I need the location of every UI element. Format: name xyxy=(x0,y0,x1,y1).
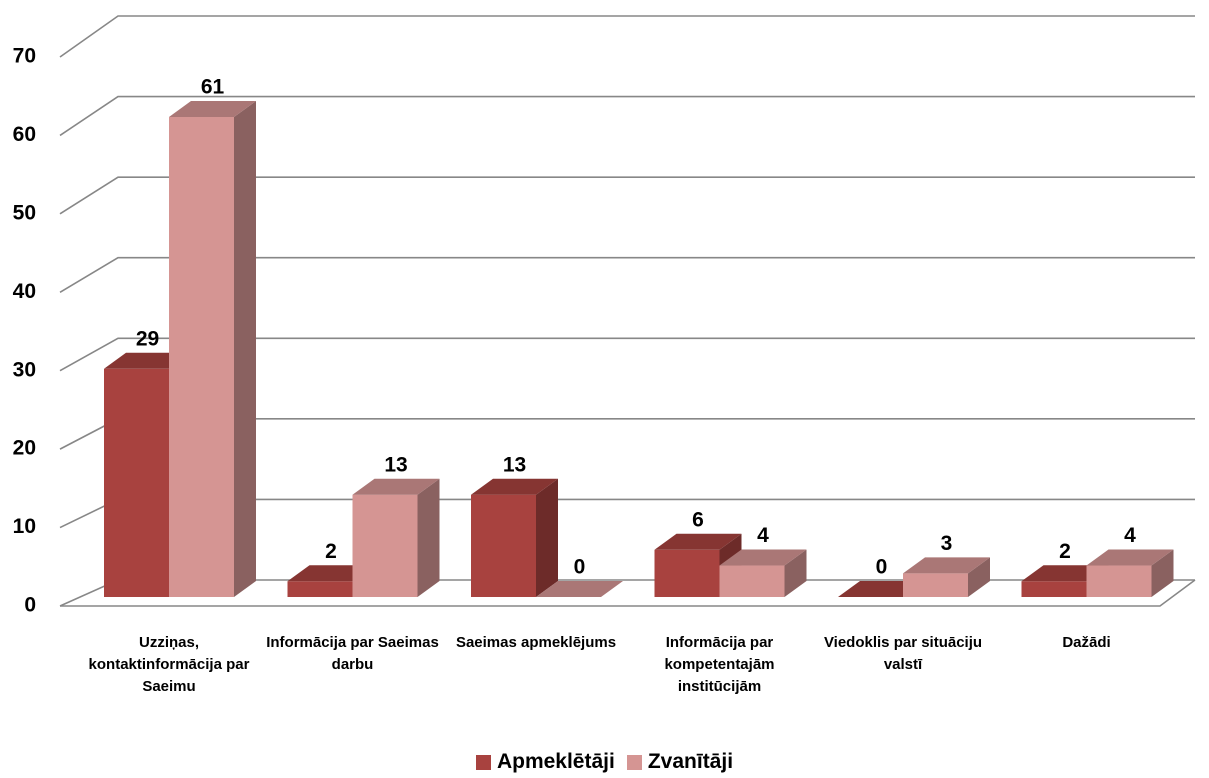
value-label: 2 xyxy=(1059,540,1071,563)
y-tick-label: 40 xyxy=(13,280,36,303)
value-label: 4 xyxy=(757,524,769,547)
bar-side xyxy=(968,557,990,597)
bar-front xyxy=(903,573,968,597)
bar-front xyxy=(719,565,785,597)
legend-item: Zvanītāji xyxy=(626,750,734,774)
bar-front xyxy=(1086,565,1152,597)
grid-line xyxy=(59,256,1195,293)
y-tick-label: 50 xyxy=(13,201,36,224)
bar-side xyxy=(784,549,807,597)
grid-line xyxy=(59,95,1195,137)
y-tick-label: 10 xyxy=(13,515,36,538)
bar-front xyxy=(471,494,536,597)
bar-top xyxy=(536,581,623,597)
bar-top xyxy=(654,533,742,550)
bar-side xyxy=(1151,549,1174,597)
legend-item: Apmeklētāji xyxy=(475,750,615,774)
legend-label: Zvanītāji xyxy=(647,750,734,773)
bar-top xyxy=(471,478,558,495)
value-label: 61 xyxy=(201,76,225,99)
bar-side xyxy=(234,101,256,597)
grid-line xyxy=(59,176,1195,215)
value-label: 6 xyxy=(692,508,704,531)
x-tick-label: Viedoklis par situāciju valstī xyxy=(823,634,983,673)
x-tick-label: Dažādi xyxy=(1062,634,1111,651)
value-label: 29 xyxy=(136,327,159,350)
bar-front xyxy=(169,117,234,597)
grid-line xyxy=(59,337,1195,372)
x-tick-label: Informācija par Saeimas darbu xyxy=(266,634,439,673)
legend-label: Apmeklētāji xyxy=(496,750,615,773)
floor xyxy=(60,579,1196,607)
bar-front xyxy=(287,581,353,597)
legend-swatch xyxy=(626,754,642,770)
bar-front xyxy=(104,368,169,597)
value-label: 0 xyxy=(574,556,586,579)
bar-top xyxy=(1086,549,1174,566)
legend: Apmeklētāji Zvanītāji xyxy=(0,750,1209,776)
value-label: 3 xyxy=(941,532,953,555)
y-tick-label: 60 xyxy=(13,123,36,146)
bar-front xyxy=(1021,581,1087,597)
y-tick-label: 0 xyxy=(24,594,36,617)
legend-swatch xyxy=(475,754,491,770)
x-tick-label: Saeimas apmeklējums xyxy=(455,634,617,651)
bar-top xyxy=(719,549,807,566)
value-label: 4 xyxy=(1124,524,1136,547)
bar-top xyxy=(169,101,256,117)
grid-line xyxy=(59,15,1195,58)
bar-front xyxy=(654,549,720,597)
value-label: 13 xyxy=(384,453,407,476)
y-tick-label: 70 xyxy=(13,45,36,68)
bar-top xyxy=(903,557,990,574)
y-tick-label: 30 xyxy=(13,358,36,381)
value-label: 2 xyxy=(325,540,337,563)
y-tick-label: 20 xyxy=(13,437,36,460)
x-tick-label: Informācija par kompetentajām institūcij… xyxy=(664,634,775,695)
bar-front xyxy=(352,494,418,597)
value-label: 13 xyxy=(503,453,526,476)
bar-side xyxy=(536,478,558,597)
value-label: 0 xyxy=(876,556,888,579)
bar-top xyxy=(352,478,440,495)
x-tick-label: Uzziņas, kontaktinformācija par Saeimu xyxy=(88,634,250,695)
bar-side xyxy=(417,478,440,597)
